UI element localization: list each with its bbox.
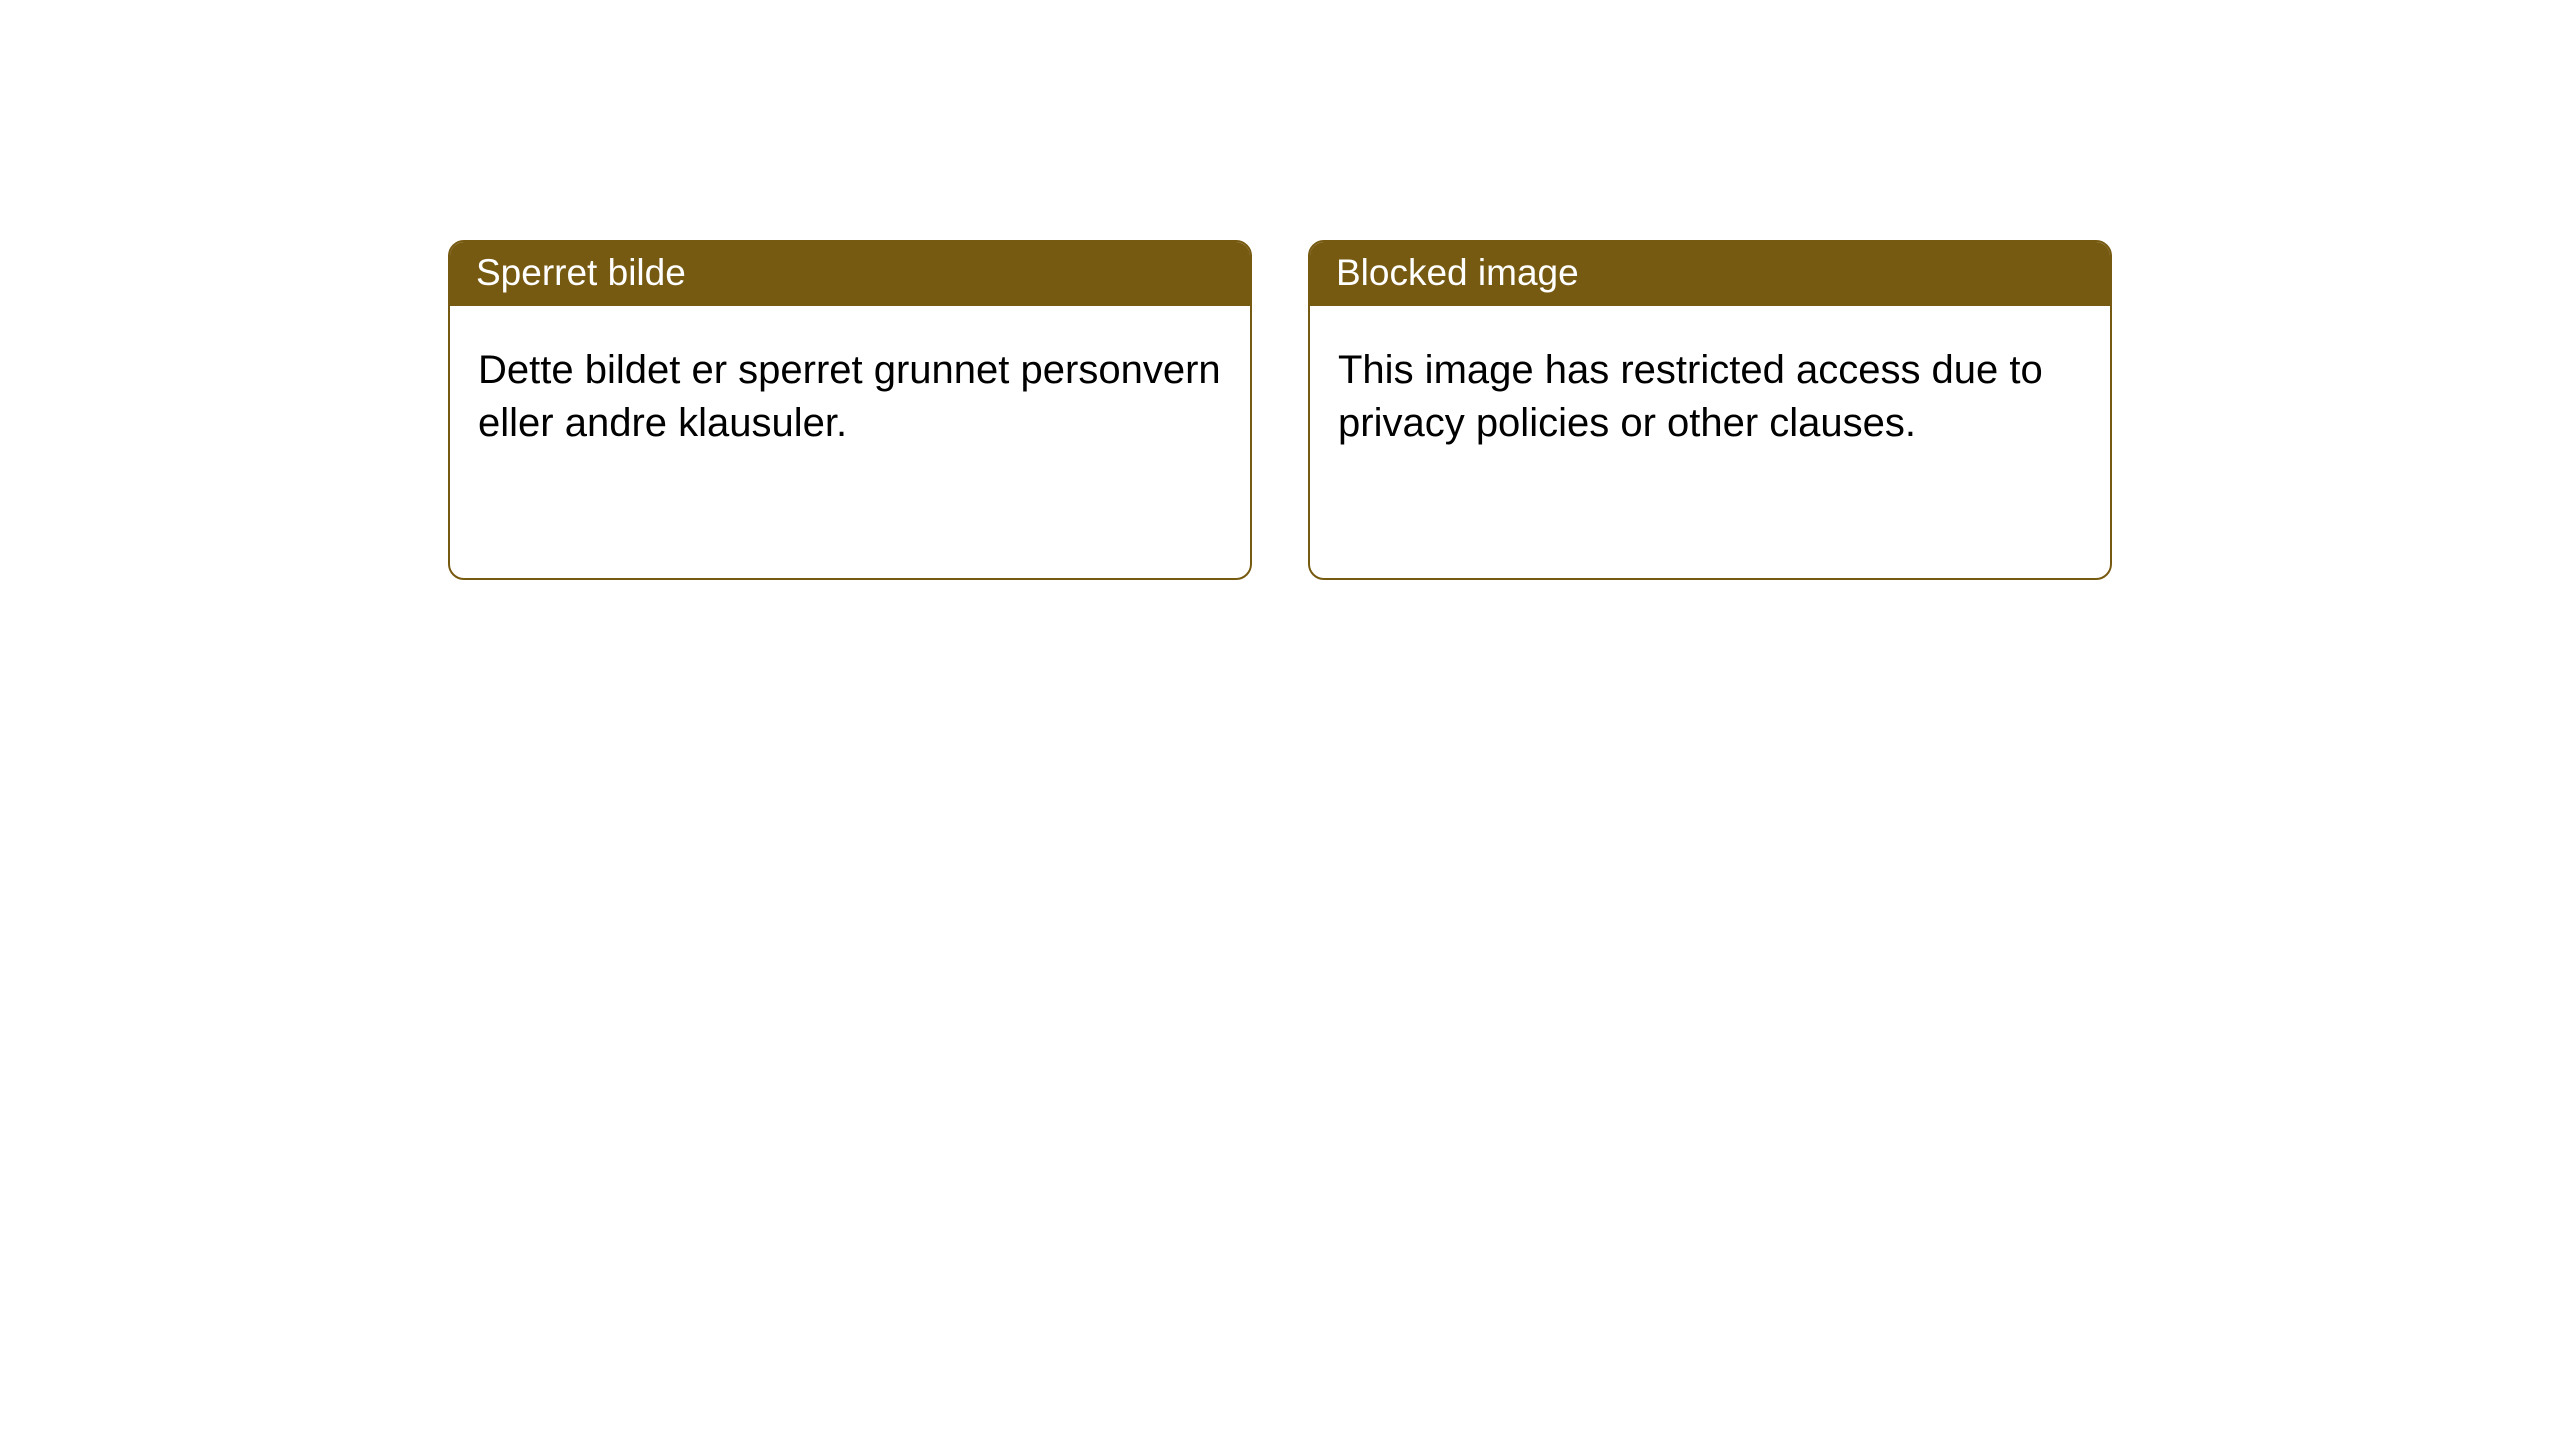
notice-card-en: Blocked image This image has restricted … bbox=[1308, 240, 2112, 580]
notice-container: Sperret bilde Dette bildet er sperret gr… bbox=[0, 0, 2560, 580]
notice-card-no: Sperret bilde Dette bildet er sperret gr… bbox=[448, 240, 1252, 580]
notice-title-en: Blocked image bbox=[1310, 242, 2110, 306]
notice-title-no: Sperret bilde bbox=[450, 242, 1250, 306]
notice-body-no: Dette bildet er sperret grunnet personve… bbox=[450, 306, 1250, 578]
notice-body-en: This image has restricted access due to … bbox=[1310, 306, 2110, 578]
